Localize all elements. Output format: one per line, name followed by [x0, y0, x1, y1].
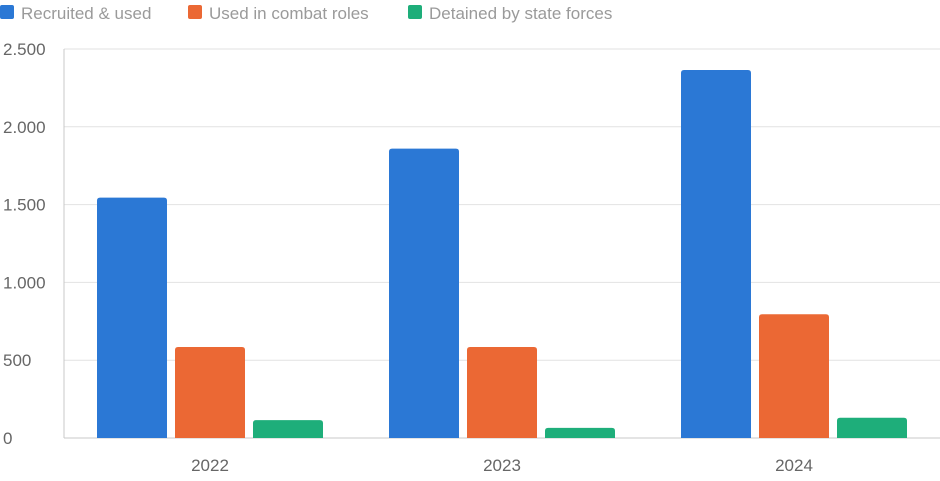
legend-swatch-3[interactable]	[408, 5, 422, 19]
bar-2022-series-3[interactable]	[253, 420, 323, 438]
legend-swatch-2[interactable]	[188, 5, 202, 19]
bar-2024-series-3[interactable]	[837, 417, 907, 438]
y-tick-label: 2.500	[3, 40, 46, 59]
bar-2022-series-1[interactable]	[97, 197, 167, 438]
y-tick-label: 1.500	[3, 196, 46, 215]
legend-swatch-1[interactable]	[0, 5, 14, 19]
y-tick-label: 0	[3, 429, 12, 448]
x-tick-label: 2022	[191, 456, 229, 475]
bar-2023-series-1[interactable]	[389, 148, 459, 439]
legend-label-3[interactable]: Detained by state forces	[429, 4, 612, 23]
bar-2024-series-1[interactable]	[681, 70, 751, 439]
legend-label-1[interactable]: Recruited & used	[21, 4, 151, 23]
chart-bars	[97, 70, 907, 439]
x-tick-label: 2023	[483, 456, 521, 475]
y-axis: 0 500 1.000 1.500 2.000 2.500	[3, 40, 46, 448]
bar-2024-series-2[interactable]	[759, 314, 829, 438]
chart-legend: Recruited & used Used in combat roles Deta…	[0, 4, 612, 23]
x-tick-label: 2024	[775, 456, 813, 475]
x-axis: 2022 2023 2024	[191, 456, 813, 475]
bar-2023-series-3[interactable]	[545, 427, 615, 438]
y-tick-label: 500	[3, 351, 31, 370]
y-tick-label: 1.000	[3, 273, 46, 292]
legend-label-2[interactable]: Used in combat roles	[209, 4, 369, 23]
y-tick-label: 2.000	[3, 118, 46, 137]
bar-2023-series-2[interactable]	[467, 346, 537, 438]
bar-2022-series-2[interactable]	[175, 346, 245, 438]
